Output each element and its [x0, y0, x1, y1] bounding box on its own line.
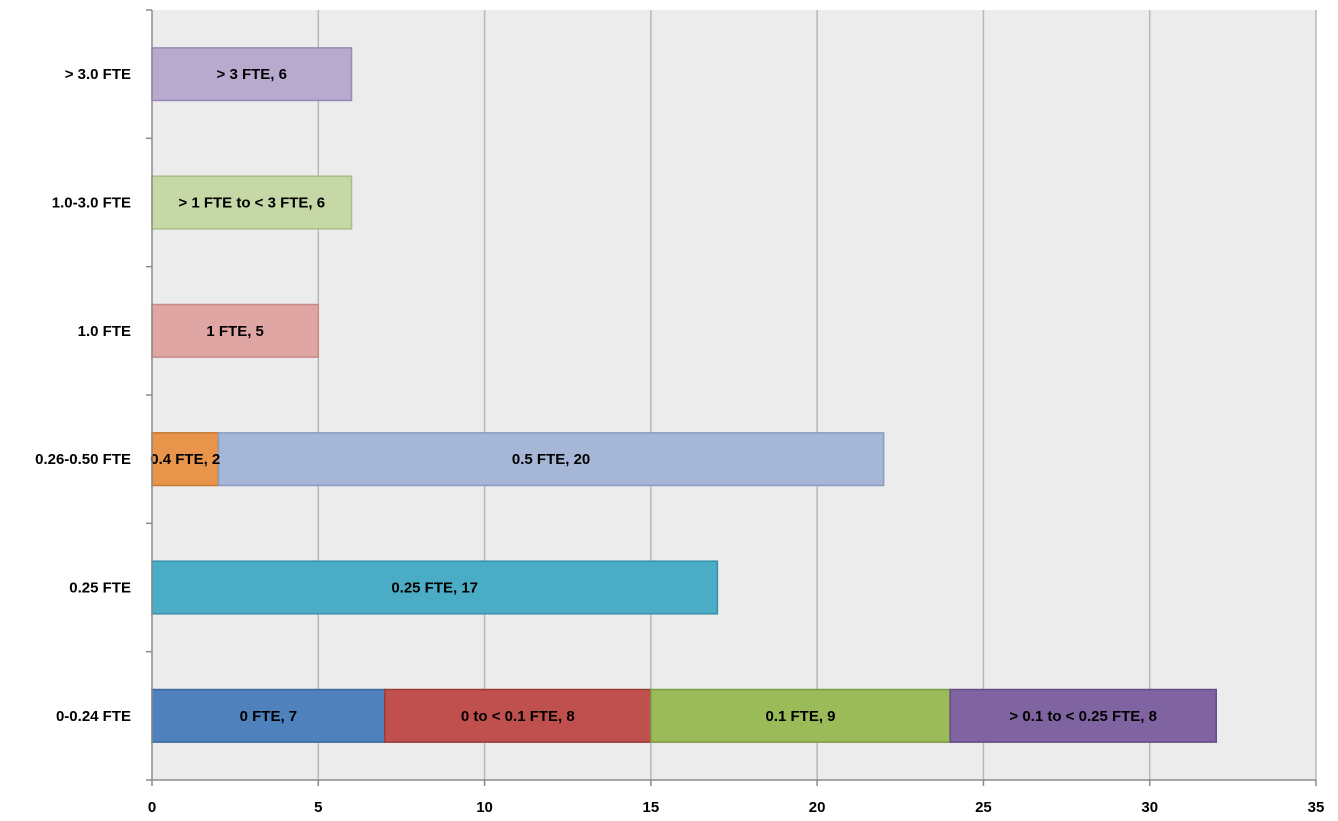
bar-segment: [949, 688, 1217, 743]
bar-segment: [217, 432, 885, 487]
x-tick-label: 5: [314, 799, 322, 816]
y-axis-ticks: 0-0.24 FTE 0.25 FTE 0.26-0.50 FTE 1.0 FTE 1.…: [35, 9, 152, 781]
bar-data-label: 0 FTE, 7: [240, 708, 298, 725]
bar-data-label: 0.25 FTE, 17: [391, 580, 478, 597]
bar-data-label: > 0.1 to < 0.25 FTE, 8: [1009, 708, 1157, 725]
bars: 0 FTE, 7 0 to < 0.1 FTE, 8 0.1 FTE, 9 > 0.1…: [150, 47, 1217, 743]
bar-segment: [151, 432, 220, 487]
bar-segment: [384, 688, 652, 743]
bar-data-label: > 1 FTE to < 3 FTE, 6: [178, 195, 325, 212]
x-tick-label: 20: [809, 799, 826, 816]
y-tick-label: 0.26-0.50 FTE: [35, 451, 131, 468]
gridlines: [317, 10, 1317, 780]
x-tick-label: 0: [148, 799, 156, 816]
bar-data-label: > 3 FTE, 6: [217, 66, 287, 83]
x-axis-ticks: 0 5 10 15 20 25 30 35: [148, 780, 1325, 816]
y-tick-label: 1.0 FTE: [78, 323, 131, 340]
bar-data-label: 1 FTE, 5: [206, 323, 264, 340]
bar-segment: [151, 47, 353, 102]
y-tick-label: 1.0-3.0 FTE: [52, 195, 131, 212]
bar-segment: [151, 303, 320, 358]
plot-area: [152, 10, 1316, 780]
x-tick-label: 15: [643, 799, 660, 816]
y-tick-label: 0-0.24 FTE: [56, 708, 131, 725]
x-tick-label: 35: [1308, 799, 1325, 816]
bar-data-label: 0.5 FTE, 20: [512, 451, 590, 468]
bar-data-label: 0 to < 0.1 FTE, 8: [461, 708, 575, 725]
bar-segment: [151, 560, 719, 615]
bar-data-label: 0.1 FTE, 9: [765, 708, 835, 725]
bar-segment: [650, 688, 951, 743]
x-tick-label: 25: [975, 799, 992, 816]
x-tick-label: 30: [1141, 799, 1158, 816]
y-tick-label: 0.25 FTE: [69, 580, 131, 597]
bar-data-label: 0.4 FTE, 2: [150, 451, 220, 468]
x-tick-label: 10: [476, 799, 493, 816]
y-tick-label: > 3.0 FTE: [65, 66, 131, 83]
